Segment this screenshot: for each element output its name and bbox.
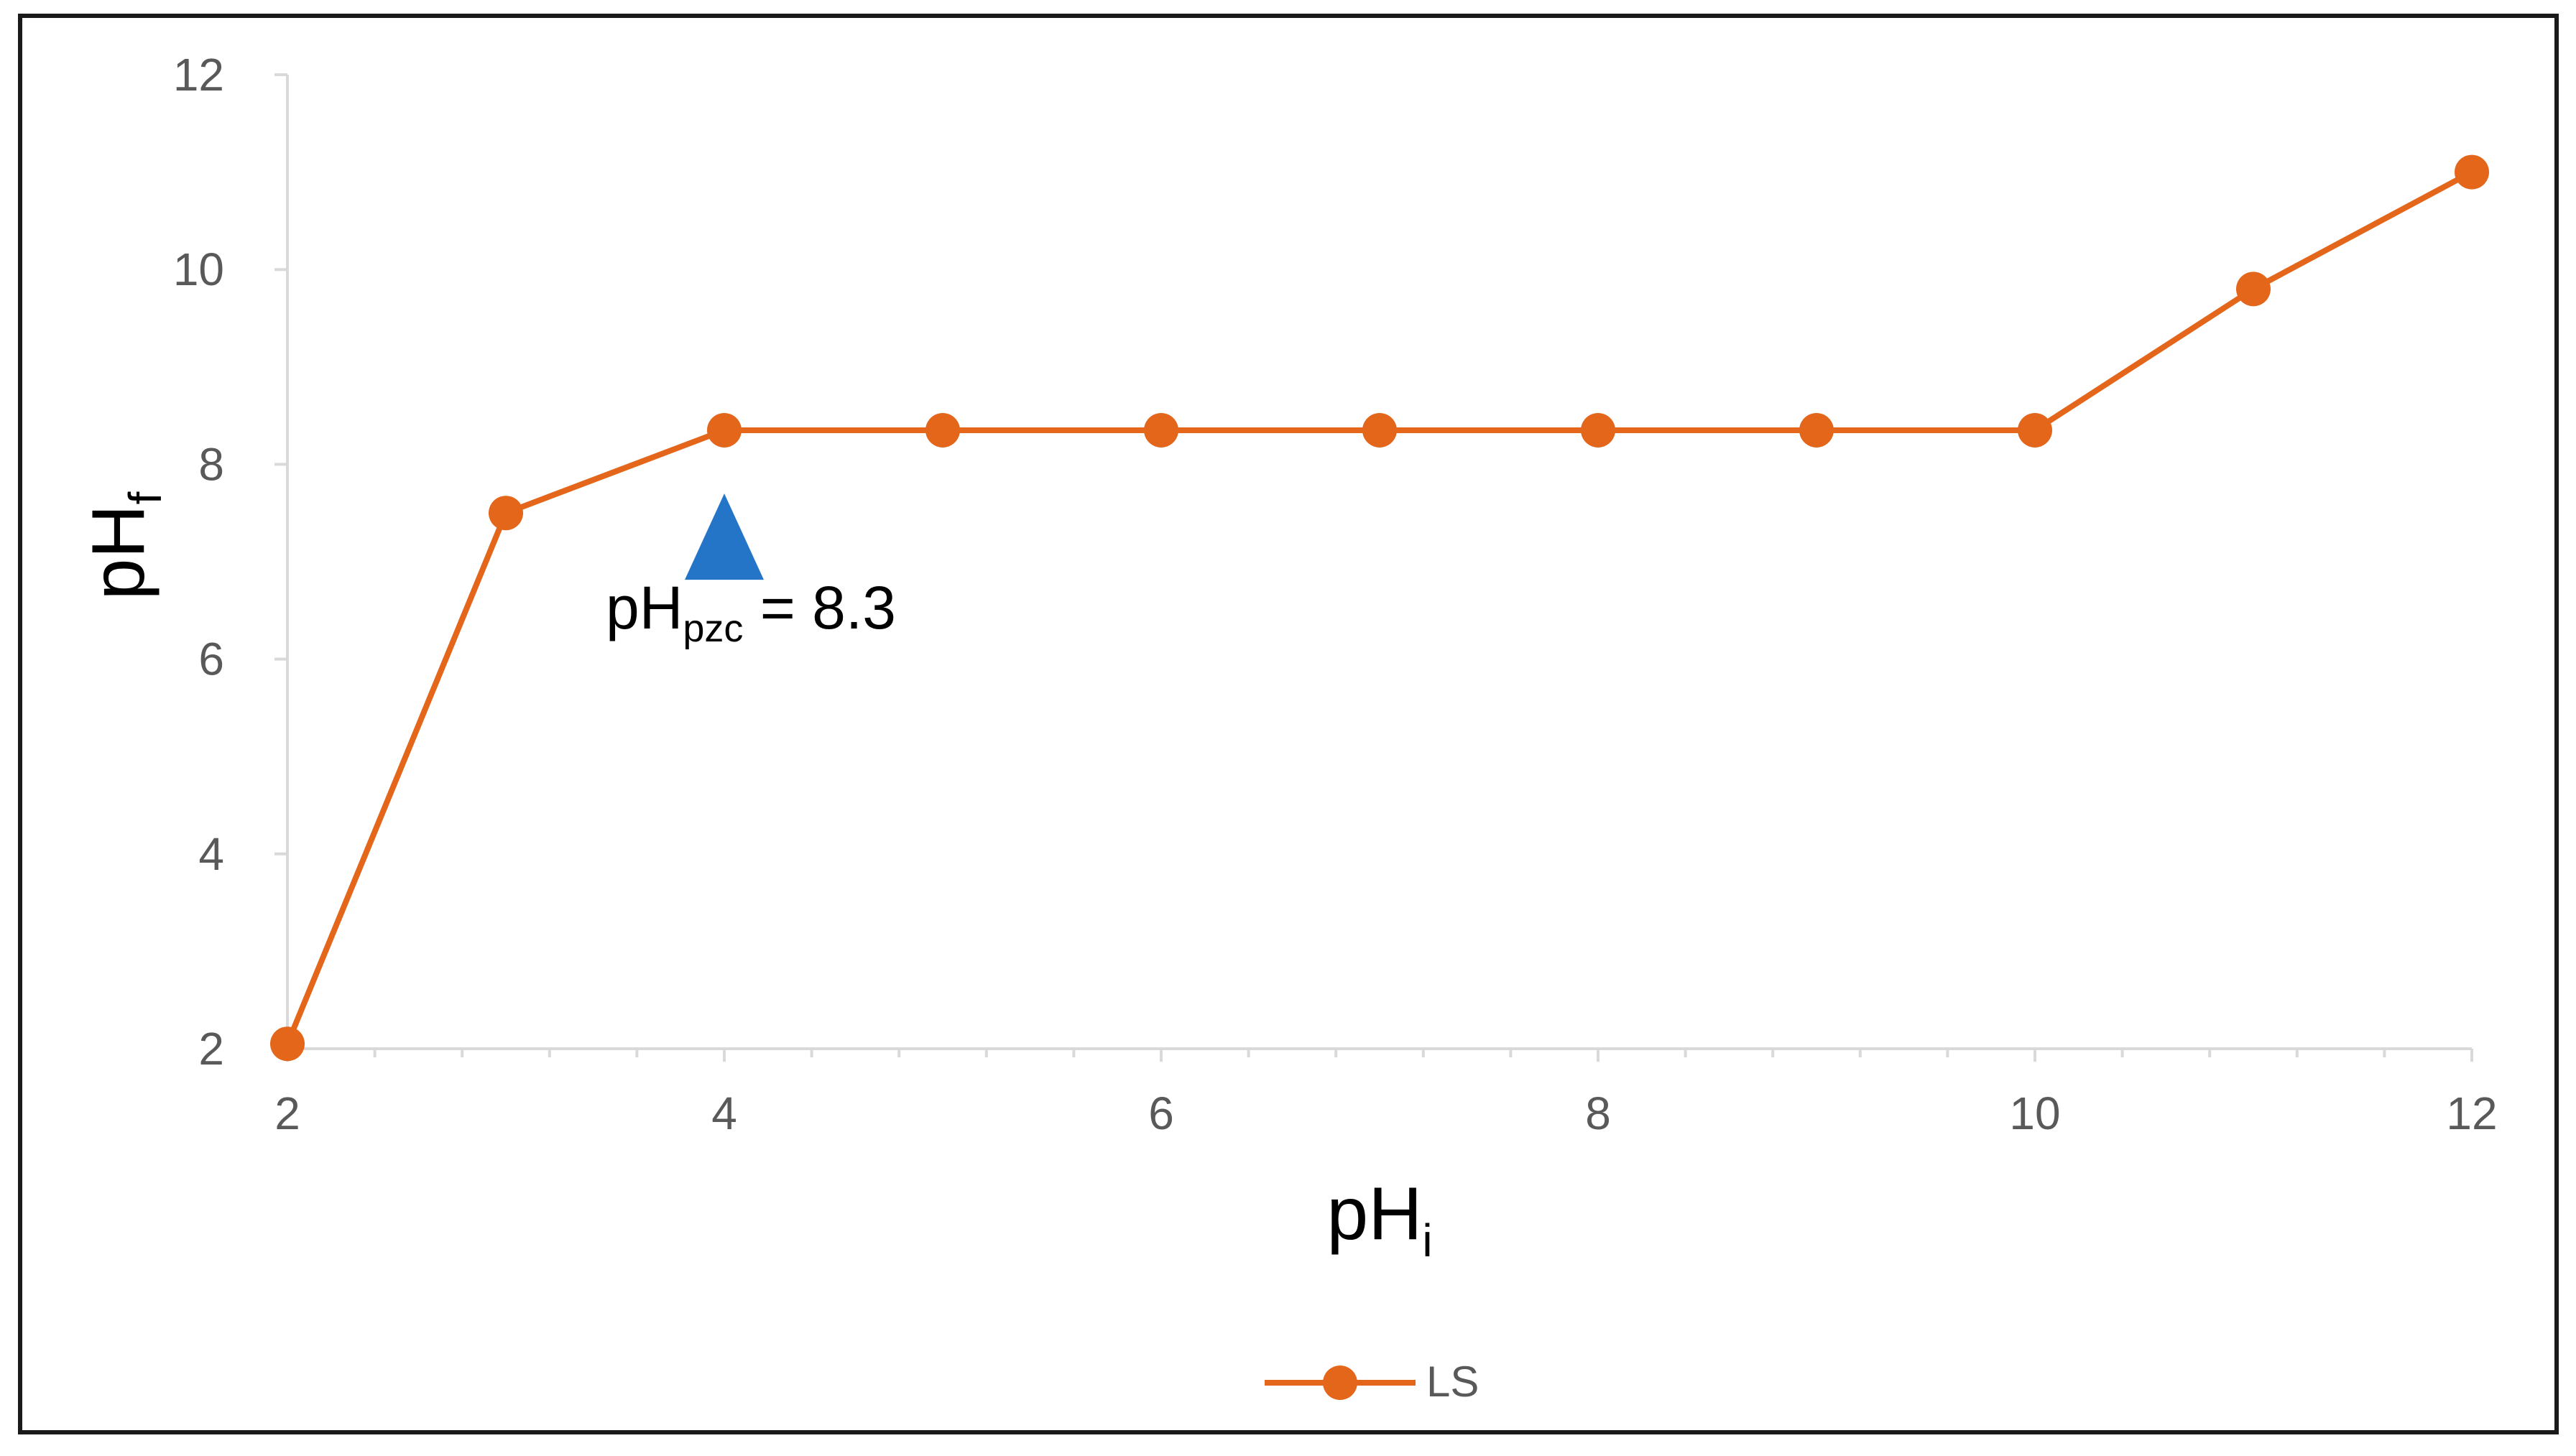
legend: LS xyxy=(1265,1358,1479,1406)
data-point xyxy=(270,1026,305,1062)
data-point xyxy=(2455,154,2489,190)
x-tick-label: 6 xyxy=(1148,1088,1174,1139)
data-point xyxy=(489,496,523,531)
data-point xyxy=(2236,272,2271,307)
pzc-annotation-prefix: pH xyxy=(606,574,683,641)
data-point xyxy=(1581,412,1615,448)
y-tick-label: 6 xyxy=(198,634,224,685)
data-point xyxy=(1144,412,1178,448)
legend-label: LS xyxy=(1426,1358,1479,1406)
data-point xyxy=(2018,412,2052,448)
x-tick-label: 10 xyxy=(2009,1088,2060,1139)
y-tick-label: 4 xyxy=(198,828,224,880)
pzc-annotation: pHpzc = 8.3 xyxy=(606,574,896,650)
pzc-annotation-sub: pzc xyxy=(683,607,743,650)
pzc-annotation-suffix: = 8.3 xyxy=(743,574,896,641)
x-tick-label: 8 xyxy=(1585,1088,1611,1139)
series-layer xyxy=(270,154,2489,1062)
data-point xyxy=(1799,412,1834,448)
x-tick-label: 12 xyxy=(2446,1088,2497,1139)
y-axis-title: pHf xyxy=(77,491,171,600)
data-point xyxy=(707,412,742,448)
x-tick-label: 2 xyxy=(274,1088,300,1139)
y-axis-title-main: pH xyxy=(77,504,160,600)
y-tick-label: 12 xyxy=(173,49,224,101)
y-tick-label: 10 xyxy=(173,244,224,295)
x-axis-title: pHi xyxy=(1326,1172,1432,1266)
x-axis-title-main: pH xyxy=(1326,1172,1422,1256)
x-tick-label: 4 xyxy=(711,1088,737,1139)
pzc-triangle-marker xyxy=(685,493,764,580)
y-tick-label: 2 xyxy=(198,1023,224,1075)
x-ticks: 2 4 6 8 10 12 xyxy=(274,1049,2498,1139)
y-ticks: 2 4 6 8 10 12 xyxy=(173,49,287,1075)
x-axis-title-sub: i xyxy=(1422,1215,1432,1266)
legend-marker xyxy=(1323,1365,1357,1400)
data-point xyxy=(925,412,960,448)
y-tick-label: 8 xyxy=(198,438,224,490)
y-axis-title-sub: f xyxy=(119,491,171,504)
chart-border xyxy=(18,14,2559,1434)
data-point xyxy=(1362,412,1397,448)
